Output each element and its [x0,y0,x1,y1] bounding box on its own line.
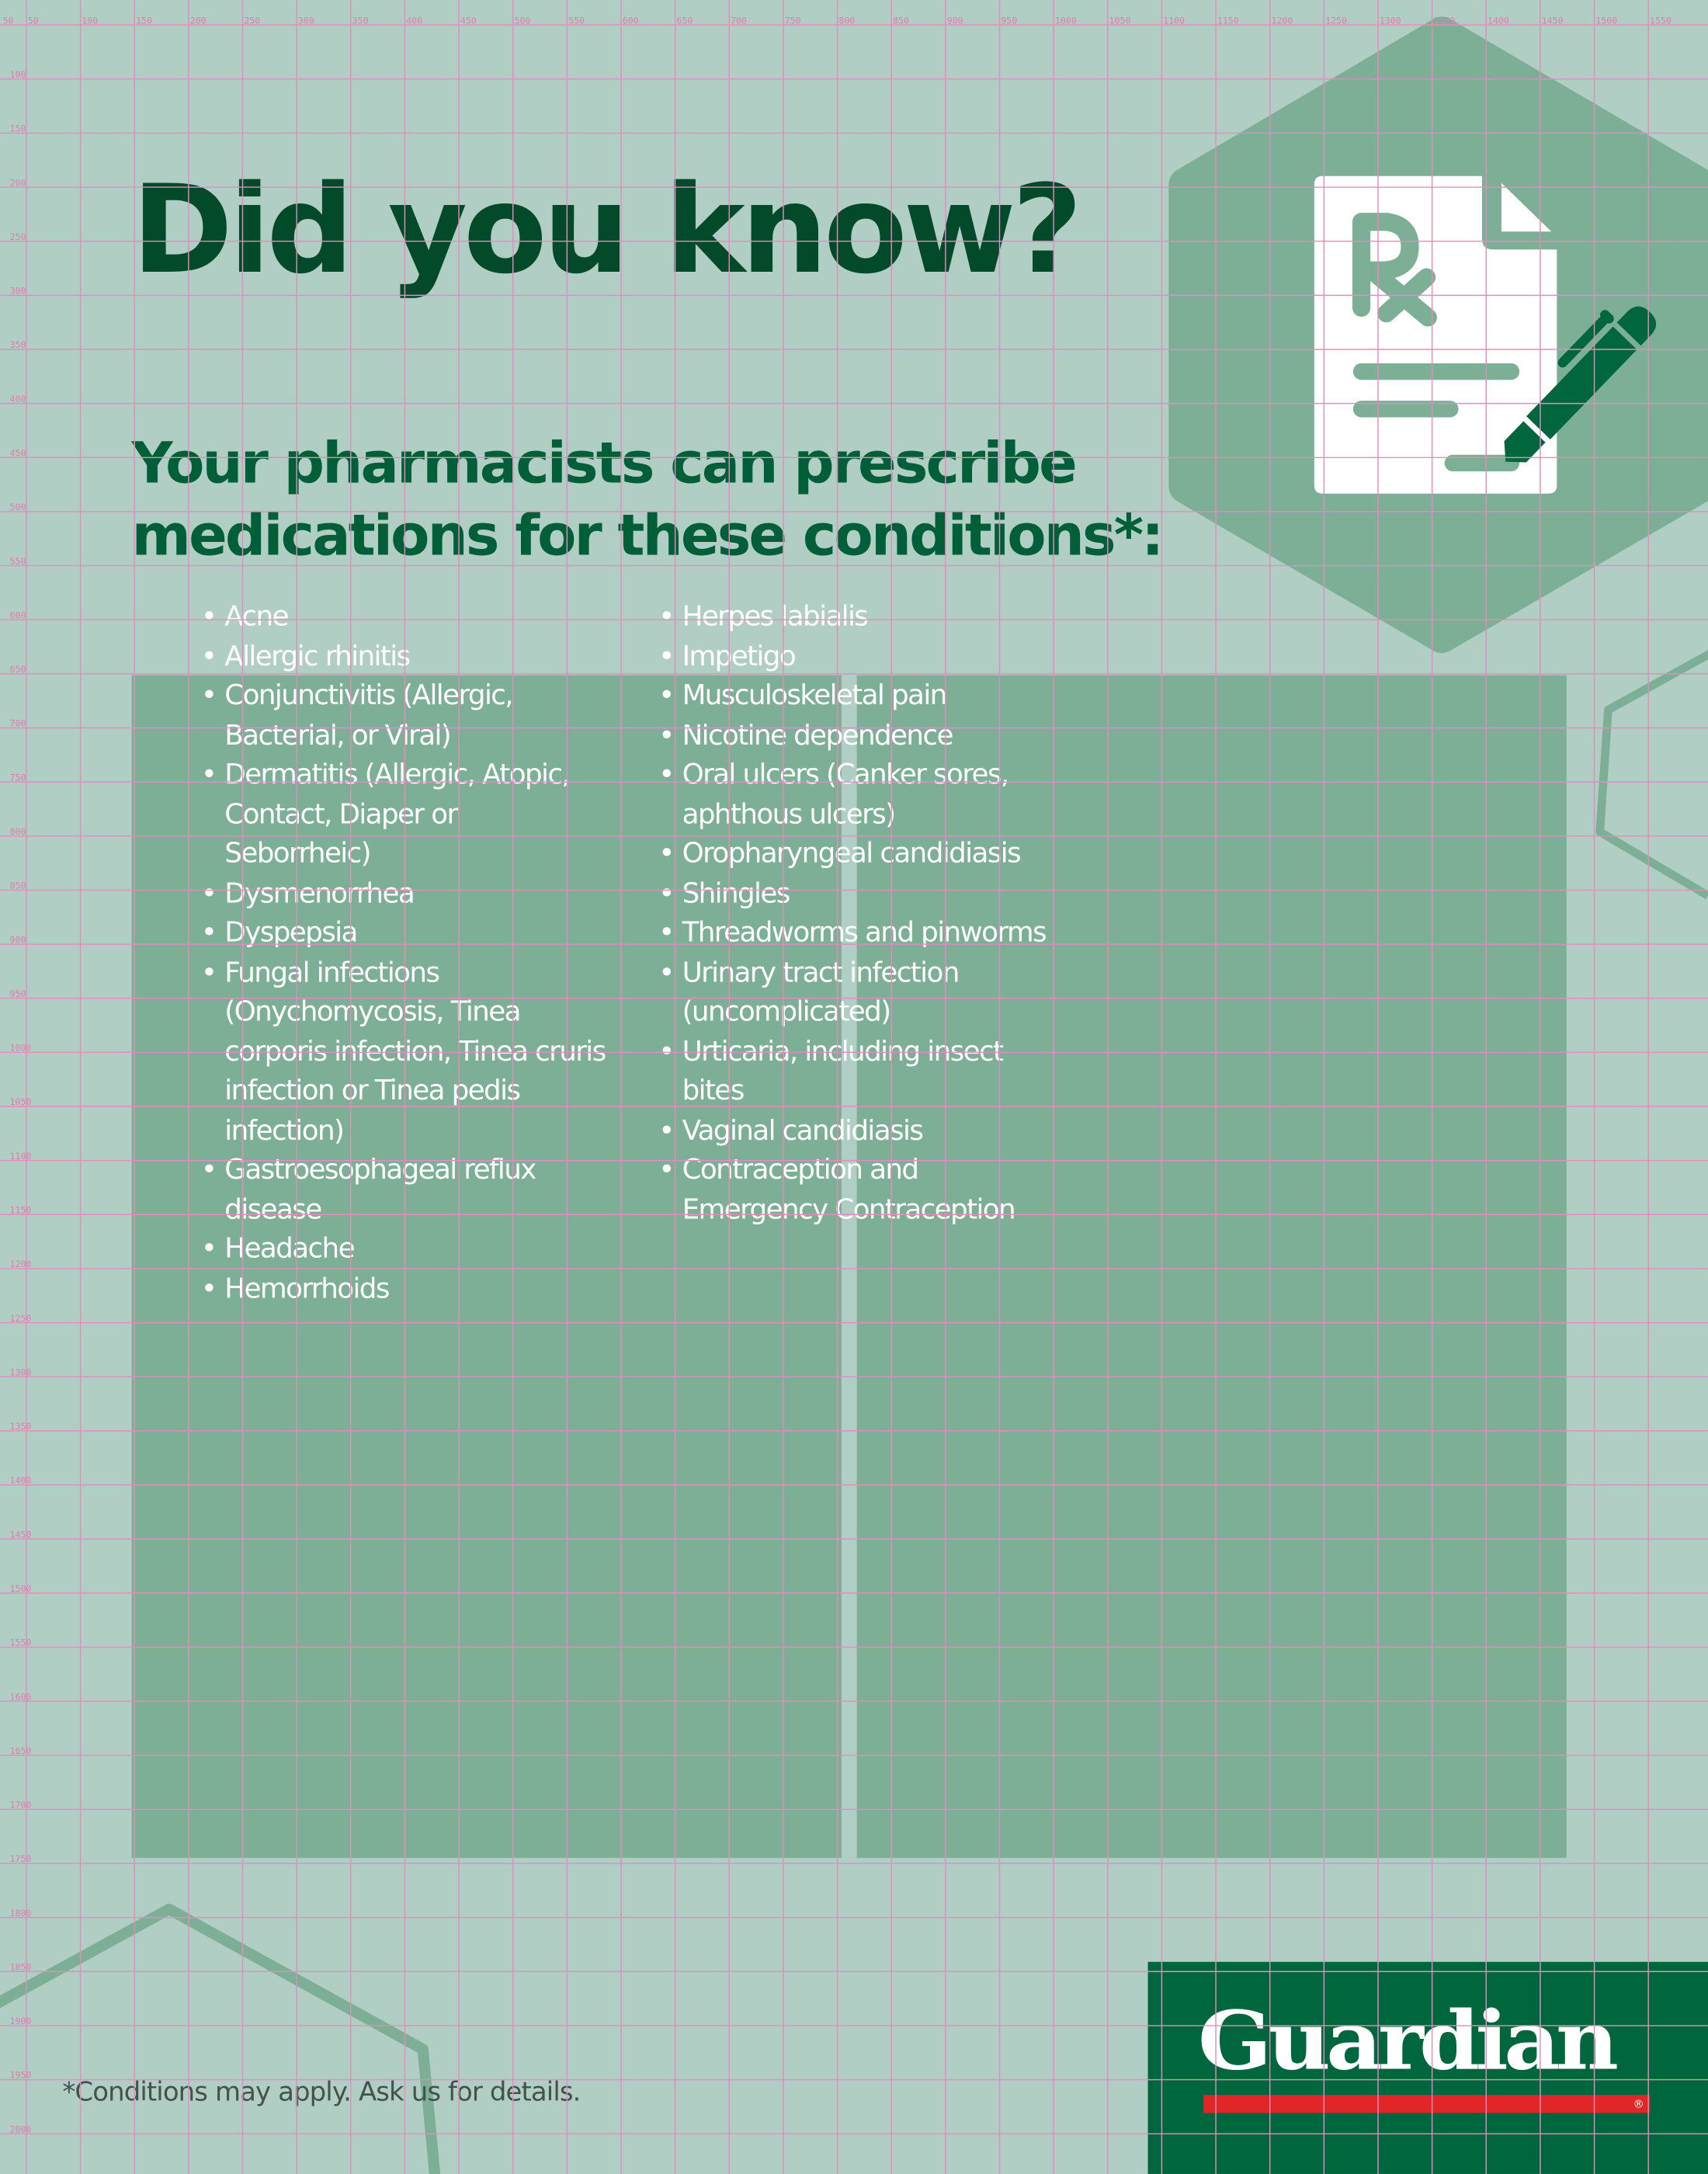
list-item: Nicotine dependence [658,715,1064,755]
list-item: Fungal infections (Onychomycosis, Tinea … [201,952,606,1149]
list-item: Dyspepsia [201,912,606,952]
list-item: Shingles [658,873,1064,912]
list-item: Dermatitis (Allergic, Atopic, Contact, D… [201,754,606,873]
list-item: Impetigo [658,636,1064,675]
conditions-list-left: Acne Allergic rhinitis Conjunctivitis (A… [201,596,606,1308]
list-item: Hemorrhoids [201,1268,606,1308]
list-item: Urinary tract infection (uncomplicated) [658,952,1064,1031]
list-item: Herpes labialis [658,596,1064,636]
list-item: Conjunctivitis (Allergic, Bacterial, or … [201,675,606,755]
hexagon-outline-right [1595,650,1708,900]
footnote: *Conditions may apply. Ask us for detail… [62,2076,581,2108]
subheadline: Your pharmacists can prescribe medicatio… [131,429,1165,569]
hexagon-outline-bottom-left [0,1903,441,2174]
logo-wordmark: Guardian [1197,1993,1619,2089]
list-item: Headache [201,1228,606,1268]
list-item: Musculoskeletal pain [658,675,1064,715]
list-item: Acne [201,596,606,636]
registered-mark: ® [1633,2097,1644,2110]
list-item: Oral ulcers (Canker sores, aphthous ulce… [658,754,1064,833]
list-item: Vaginal candidiasis [658,1110,1064,1149]
list-item: Urticaria, including insect bites [658,1031,1064,1110]
conditions-list-right: Herpes labialis Impetigo Musculoskeletal… [658,596,1064,1228]
list-item: Allergic rhinitis [201,636,606,675]
document-fold-icon [1501,182,1552,232]
pen-icon [1504,306,1657,463]
list-item: Threadworms and pinworms [658,912,1064,952]
list-item: Gastroesophageal reflux disease [201,1149,606,1228]
list-item: Oropharyngeal candidiasis [658,833,1064,873]
guardian-logo: Guardian ® [1147,1961,1708,2174]
logo-red-bar: ® [1203,2095,1650,2113]
list-item: Dysmenorrhea [201,873,606,912]
list-item: Contraception and Emergency Contraceptio… [658,1149,1064,1228]
headline: Did you know? [131,158,1083,301]
